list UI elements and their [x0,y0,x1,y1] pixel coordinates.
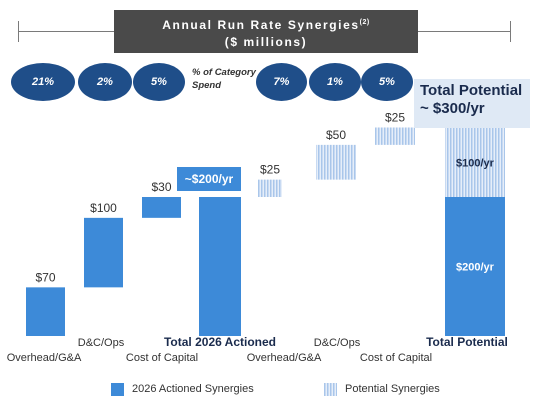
bar-potential-synergies-d-c-ops-5 [316,144,356,180]
data-label-total-actioned: ~$200/yr [185,172,234,186]
total-potential-callout-title: Total Potential [420,82,523,99]
data-label-potential-synergies-overhead-g-a: $25 [260,163,280,177]
total-potential-callout-value: ~ $300/yr [420,100,485,117]
bracket-tick-left [18,21,19,42]
bar-2026-actioned-synergies-cost-of-capital-2 [142,197,181,218]
legend-swatch-potential [324,382,337,396]
data-label-2026-actioned-synergies-d-c-ops: $100 [90,201,117,215]
category-label-1-overhead-g-a: Overhead/G&A [7,352,82,364]
bar-potential-synergies-overhead-g-a-4 [258,179,282,197]
pct-pill-actioned-2: 2% [78,63,132,101]
bar-2026-actioned-synergies-total-potential-7 [445,197,505,336]
total-potential-callout: Total Potential ~ $300/yr [420,82,532,118]
data-label-2026-actioned-synergies-cost-of-capital: $30 [151,180,171,194]
category-spend-note: % of Category Spend [192,67,256,91]
pct-pill-potential-1: 7% [256,63,307,101]
legend-potential: Potential Synergies [324,382,440,396]
category-label-2-d-c-ops: D&C/Ops [78,337,125,349]
total-potential-box [414,79,530,128]
legend-swatch-actioned [111,382,124,396]
label-group: $70 $100 $30 ~$200/yr $25 $50 $25 $200/yr $100/y… [7,111,508,365]
data-label-potential-synergies-d-c-ops: $50 [326,128,346,142]
chart-title-bar: Annual Run Rate Synergies(2) ($ millions… [114,10,418,53]
bar-2026-actioned-synergies-total-2026-actioned-3 [199,197,241,336]
category-label-7-cost-of-capital: Cost of Capital [360,352,432,364]
data-label-total-potential-potential-synergies: $100/yr [456,157,495,169]
pct-pill-potential-2: 1% [309,63,361,101]
pct-pill-actioned-1: 21% [11,63,75,101]
bar-2026-actioned-synergies-overhead-g-a-0 [26,287,65,336]
chart-title: Annual Run Rate Synergies [162,18,360,32]
category-label-4-total-2026-actioned: Total 2026 Actioned [164,335,276,349]
pct-pill-potential-3: 5% [361,63,413,101]
category-label-3-cost-of-capital: Cost of Capital [126,352,198,364]
legend-label-potential: Potential Synergies [345,383,440,395]
data-label-2026-actioned-synergies-overhead-g-a: $70 [35,270,55,284]
category-label-8-total-potential: Total Potential [426,335,508,349]
bar-group [26,127,505,336]
data-label-potential-synergies-cost-of-capital: $25 [385,111,405,125]
bracket-line-right [418,31,510,32]
total-actioned-callout-box [177,167,241,191]
legend-actioned: 2026 Actioned Synergies [111,382,254,396]
category-label-5-overhead-g-a: Overhead/G&A [247,352,322,364]
data-label-total-potential-2026-actioned-synergies: $200/yr [456,262,495,274]
pct-pill-actioned-3: 5% [133,63,185,101]
legend-label-actioned: 2026 Actioned Synergies [132,383,254,395]
bar-potential-synergies-cost-of-capital-6 [375,127,415,145]
bracket-line-left [18,31,114,32]
title-footnote: (2) [359,19,370,26]
category-label-6-d-c-ops: D&C/Ops [314,337,361,349]
chart-subtitle: ($ millions) [224,35,308,49]
bar-potential-synergies-total-potential-8 [445,127,505,197]
bar-2026-actioned-synergies-d-c-ops-1 [84,217,123,288]
bracket-tick-right [510,21,511,42]
